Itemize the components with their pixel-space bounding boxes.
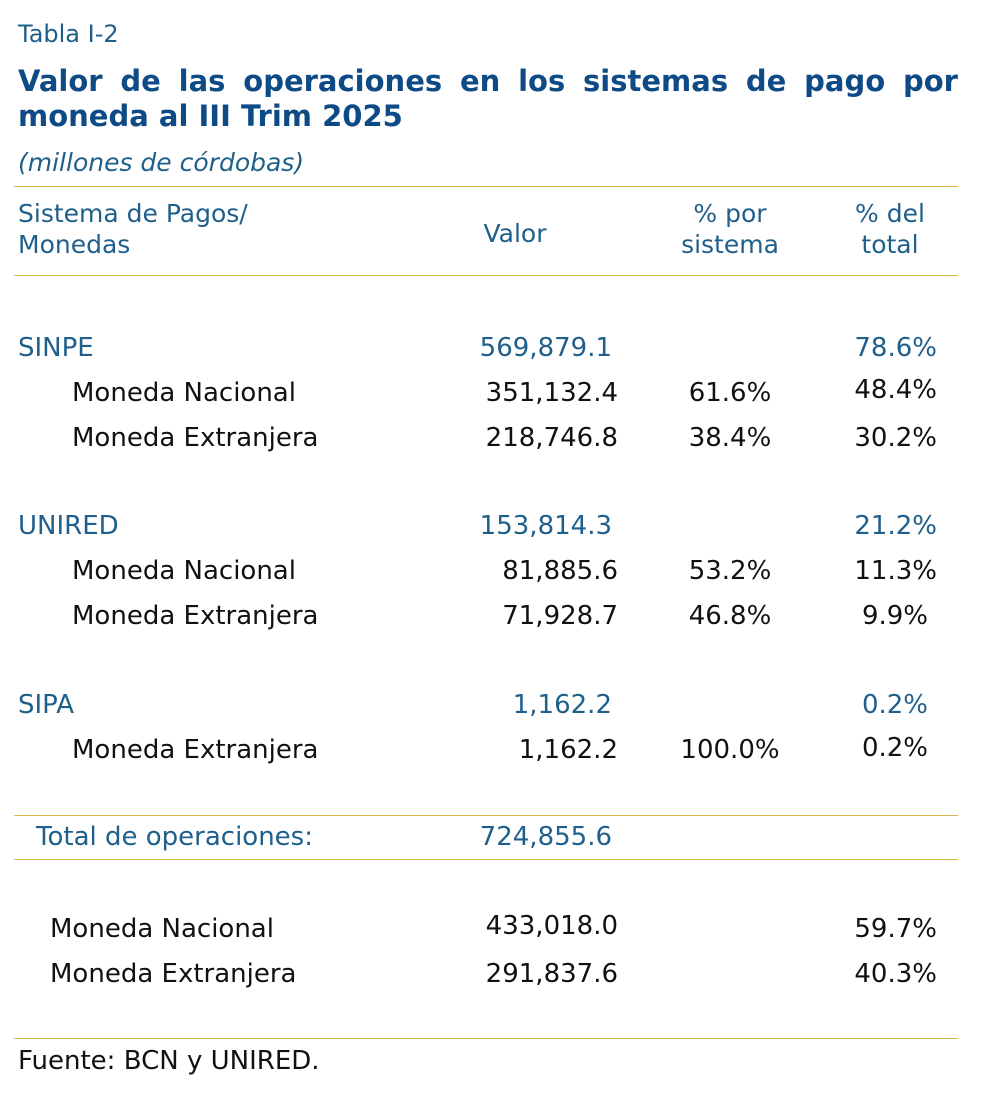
table-row-name: Moneda Nacional <box>72 556 296 586</box>
footer-rule <box>14 1038 958 1039</box>
summary-row-pct-total: 59.7% <box>854 914 937 944</box>
table-row-name: Moneda Extranjera <box>72 735 319 765</box>
table-row-value: 218,746.8 <box>485 423 618 453</box>
header-value: Valor <box>483 219 547 248</box>
table-row-pct-system: 100.0% <box>680 735 780 765</box>
table-row-pct-system: 61.6% <box>688 378 772 408</box>
header-system: Sistema de Pagos/ Monedas <box>18 198 248 260</box>
header-pct-total-line1: % del <box>855 199 925 228</box>
header-pct-system-line2: sistema <box>681 230 779 259</box>
table-row-pct-total: 48.4% <box>854 375 937 405</box>
table-row-pct-total: 30.2% <box>854 423 937 453</box>
summary-row-value: 433,018.0 <box>485 911 618 941</box>
summary-row-pct-total: 40.3% <box>854 959 937 989</box>
group-value-unired: 153,814.3 <box>479 511 612 541</box>
table-row-value: 1,162.2 <box>518 735 618 765</box>
table-row-name: Moneda Extranjera <box>72 601 319 631</box>
source-note: Fuente: BCN y UNIRED. <box>18 1046 320 1076</box>
total-top-rule <box>14 815 958 816</box>
group-pct-total-unired: 21.2% <box>854 511 937 541</box>
header-system-line1: Sistema de Pagos/ <box>18 199 248 228</box>
header-top-rule <box>14 186 958 187</box>
total-label: Total de operaciones: <box>36 822 313 852</box>
header-bottom-rule <box>14 275 958 276</box>
total-bottom-rule <box>14 859 958 860</box>
table-row-pct-system: 46.8% <box>688 601 772 631</box>
table-row-value: 351,132.4 <box>485 378 618 408</box>
table-title: Valor de las operaciones en los sistemas… <box>18 64 958 133</box>
group-name-sinpe: SINPE <box>18 333 94 363</box>
header-system-line2: Monedas <box>18 230 131 259</box>
table-subtitle: (millones de córdobas) <box>18 148 305 177</box>
table-row-pct-total: 0.2% <box>861 733 928 763</box>
group-value-sinpe: 569,879.1 <box>479 333 612 363</box>
summary-row-name: Moneda Extranjera <box>50 959 297 989</box>
group-value-sipa: 1,162.2 <box>512 690 612 720</box>
table-row-name: Moneda Extranjera <box>72 423 319 453</box>
total-value: 724,855.6 <box>479 822 612 852</box>
table-row-pct-total: 9.9% <box>861 601 928 631</box>
group-name-unired: UNIRED <box>18 511 119 541</box>
header-pct-system-line1: % por <box>693 199 767 228</box>
table-caption: Tabla I-2 <box>18 20 119 48</box>
summary-row-value: 291,837.6 <box>485 959 618 989</box>
group-pct-total-sipa: 0.2% <box>861 690 928 720</box>
header-pct-system: % por sistema <box>650 198 810 260</box>
table-row-pct-system: 53.2% <box>688 556 772 586</box>
header-pct-total: % del total <box>820 198 960 260</box>
group-name-sipa: SIPA <box>18 690 74 720</box>
table-row-value: 81,885.6 <box>502 556 618 586</box>
group-pct-total-sinpe: 78.6% <box>854 333 937 363</box>
summary-row-name: Moneda Nacional <box>50 914 274 944</box>
header-pct-total-line2: total <box>861 230 919 259</box>
table-row-value: 71,928.7 <box>502 601 618 631</box>
table-row-pct-total: 11.3% <box>854 556 937 586</box>
table-row-pct-system: 38.4% <box>688 423 772 453</box>
table-row-name: Moneda Nacional <box>72 378 296 408</box>
